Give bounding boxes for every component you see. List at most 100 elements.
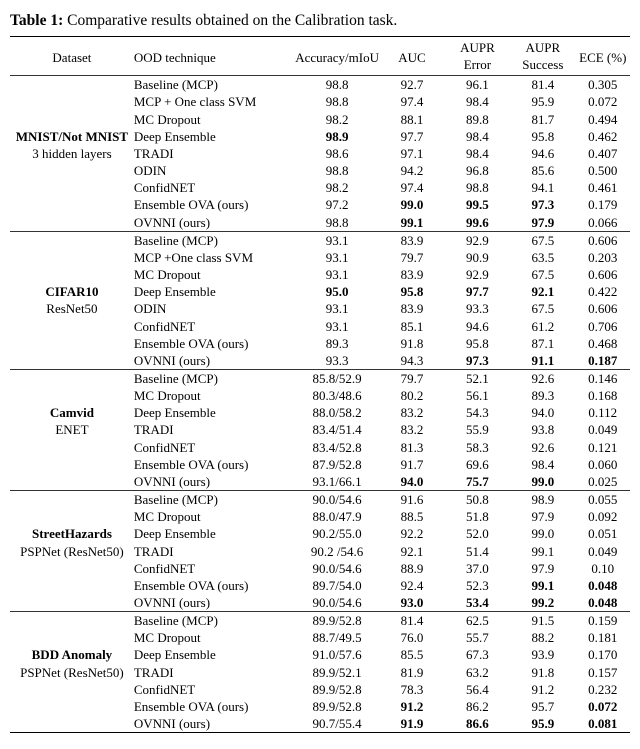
hdr-error: Error [445, 56, 510, 76]
cell-aupr-success: 91.1 [510, 352, 575, 370]
cell-acc: 83.4/51.4 [295, 421, 379, 438]
cell-aupr-success: 81.4 [510, 76, 575, 94]
cell-tech: Ensemble OVA (ours) [134, 698, 295, 715]
cell-auc: 76.0 [379, 629, 444, 646]
cell-acc: 98.2 [295, 179, 379, 196]
cell-aupr-success: 61.2 [510, 318, 575, 335]
cell-tech: OVNNI (ours) [134, 352, 295, 370]
cell-aupr-error: 86.2 [445, 698, 510, 715]
cell-ece: 0.422 [576, 283, 630, 300]
hdr-auc: AUC [379, 37, 444, 76]
dataset-spacer [10, 352, 134, 370]
cell-tech: MCP +One class SVM [134, 249, 295, 266]
cell-auc: 85.1 [379, 318, 444, 335]
cell-aupr-success: 93.8 [510, 421, 575, 438]
cell-tech: OVNNI (ours) [134, 594, 295, 612]
cell-ece: 0.051 [576, 525, 630, 542]
cell-acc: 90.0/54.6 [295, 560, 379, 577]
cell-aupr-error: 96.8 [445, 162, 510, 179]
cell-tech: TRADI [134, 145, 295, 162]
dataset-spacer [10, 335, 134, 352]
cell-tech: Ensemble OVA (ours) [134, 196, 295, 213]
cell-acc: 83.4/52.8 [295, 439, 379, 456]
cell-acc: 89.9/52.8 [295, 681, 379, 698]
cell-tech: Baseline (MCP) [134, 491, 295, 509]
cell-acc: 88.0/58.2 [295, 404, 379, 421]
cell-aupr-error: 37.0 [445, 560, 510, 577]
cell-acc: 98.8 [295, 162, 379, 179]
cell-aupr-error: 50.8 [445, 491, 510, 509]
cell-tech: MC Dropout [134, 629, 295, 646]
cell-acc: 98.6 [295, 145, 379, 162]
dataset-spacer [10, 629, 134, 646]
cell-aupr-error: 89.8 [445, 111, 510, 128]
dataset-spacer [10, 491, 134, 509]
cell-acc: 90.7/55.4 [295, 715, 379, 733]
dataset-spacer [10, 266, 134, 283]
cell-aupr-success: 89.3 [510, 387, 575, 404]
cell-aupr-error: 62.5 [445, 612, 510, 630]
cell-aupr-error: 56.4 [445, 681, 510, 698]
dataset-name: CIFAR10 [45, 284, 98, 299]
dataset-spacer [10, 179, 134, 196]
dataset-spacer [10, 594, 134, 612]
cell-aupr-success: 92.1 [510, 283, 575, 300]
cell-auc: 78.3 [379, 681, 444, 698]
cell-ece: 0.462 [576, 128, 630, 145]
cell-tech: ConfidNET [134, 179, 295, 196]
cell-aupr-error: 92.9 [445, 231, 510, 249]
dataset-spacer [10, 369, 134, 387]
dataset-cell: StreetHazardsPSPNet (ResNet50) [10, 525, 134, 559]
cell-auc: 83.9 [379, 231, 444, 249]
cell-tech: ConfidNET [134, 560, 295, 577]
dataset-sub: ResNet50 [46, 301, 97, 316]
cell-tech: Ensemble OVA (ours) [134, 335, 295, 352]
cell-auc: 88.9 [379, 560, 444, 577]
cell-ece: 0.181 [576, 629, 630, 646]
cell-acc: 93.3 [295, 352, 379, 370]
cell-aupr-success: 99.0 [510, 473, 575, 491]
cell-aupr-success: 99.2 [510, 594, 575, 612]
cell-aupr-error: 95.8 [445, 335, 510, 352]
cell-aupr-success: 95.7 [510, 698, 575, 715]
cell-acc: 88.7/49.5 [295, 629, 379, 646]
cell-tech: Ensemble OVA (ours) [134, 456, 295, 473]
cell-auc: 91.6 [379, 491, 444, 509]
hdr-aupr-e: AUPR [445, 37, 510, 57]
cell-ece: 0.305 [576, 76, 630, 94]
cell-ece: 0.157 [576, 664, 630, 681]
dataset-spacer [10, 715, 134, 733]
cell-tech: OVNNI (ours) [134, 715, 295, 733]
cell-auc: 99.0 [379, 196, 444, 213]
dataset-spacer [10, 473, 134, 491]
cell-auc: 99.1 [379, 214, 444, 232]
cell-auc: 92.2 [379, 525, 444, 542]
caption-text: Comparative results obtained on the Cali… [67, 12, 397, 29]
hdr-tech: OOD technique [134, 37, 295, 76]
cell-tech: Deep Ensemble [134, 646, 295, 663]
cell-acc: 98.8 [295, 93, 379, 110]
cell-acc: 93.1 [295, 249, 379, 266]
cell-tech: Baseline (MCP) [134, 612, 295, 630]
cell-ece: 0.500 [576, 162, 630, 179]
dataset-cell: MNIST/Not MNIST3 hidden layers [10, 128, 134, 162]
cell-ece: 0.606 [576, 266, 630, 283]
dataset-cell: BDD AnomalyPSPNet (ResNet50) [10, 646, 134, 680]
cell-aupr-error: 90.9 [445, 249, 510, 266]
cell-tech: ConfidNET [134, 681, 295, 698]
cell-aupr-success: 87.1 [510, 335, 575, 352]
cell-tech: ConfidNET [134, 318, 295, 335]
cell-aupr-error: 92.9 [445, 266, 510, 283]
cell-auc: 83.2 [379, 404, 444, 421]
cell-auc: 91.2 [379, 698, 444, 715]
cell-aupr-error: 52.0 [445, 525, 510, 542]
cell-acc: 80.3/48.6 [295, 387, 379, 404]
cell-auc: 79.7 [379, 249, 444, 266]
cell-ece: 0.179 [576, 196, 630, 213]
hdr-aupr-s: AUPR [510, 37, 575, 57]
cell-acc: 98.8 [295, 214, 379, 232]
cell-auc: 81.9 [379, 664, 444, 681]
cell-ece: 0.049 [576, 543, 630, 560]
cell-ece: 0.170 [576, 646, 630, 663]
cell-aupr-success: 94.0 [510, 404, 575, 421]
